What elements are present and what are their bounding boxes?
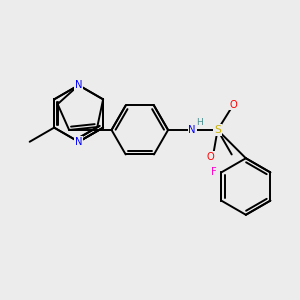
Text: F: F <box>212 167 217 177</box>
Text: N: N <box>75 137 82 147</box>
Text: N: N <box>188 125 196 135</box>
Text: H: H <box>196 118 203 127</box>
Text: O: O <box>207 152 214 162</box>
Text: O: O <box>229 100 237 110</box>
Text: N: N <box>75 80 82 90</box>
Text: S: S <box>214 125 221 135</box>
